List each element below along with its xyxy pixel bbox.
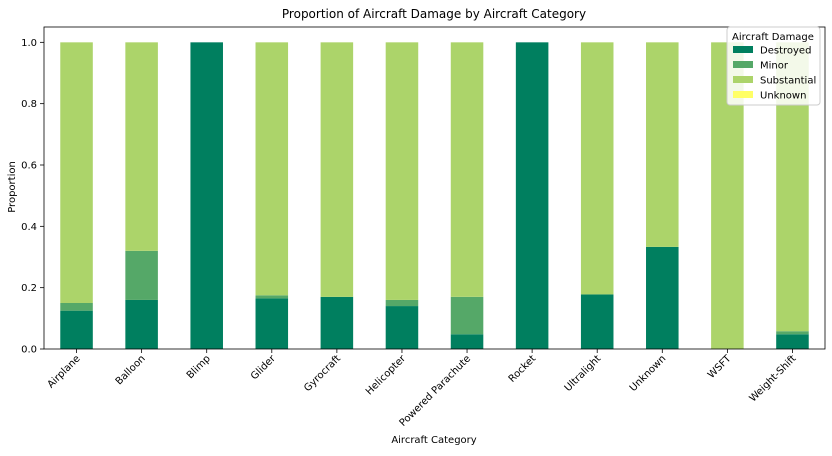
- x-tick-label: Helicopter: [364, 353, 409, 398]
- legend-title: Aircraft Damage: [732, 32, 814, 43]
- legend-label-substantial: Substantial: [760, 76, 816, 87]
- y-tick-label: 0.2: [21, 283, 37, 294]
- legend-swatch-substantial: [733, 76, 753, 83]
- legend-label-unknown: Unknown: [760, 91, 806, 102]
- y-tick-label: 0.6: [21, 161, 37, 172]
- y-tick-label: 1.0: [21, 38, 37, 49]
- bar-segment-destroyed-blimp: [190, 42, 223, 349]
- bar-segment-destroyed-balloon: [125, 299, 158, 349]
- bar-segment-substantial-gyrocraft: [320, 42, 354, 297]
- legend-swatch-destroyed: [733, 46, 753, 53]
- bar-segment-substantial-balloon: [125, 42, 158, 251]
- bar-segment-minor-airplane: [60, 303, 93, 311]
- y-tick-label: 0.4: [21, 222, 37, 233]
- bar-segment-substantial-helicopter: [385, 42, 419, 300]
- bar-segment-substantial-airplane: [60, 42, 93, 303]
- x-tick-label: Balloon: [114, 353, 148, 387]
- bar-segment-minor-weight-shift: [776, 331, 809, 335]
- bar-segment-minor-balloon: [125, 250, 158, 300]
- legend-swatch-minor: [733, 61, 753, 68]
- bar-segment-minor-glider: [255, 295, 289, 299]
- bar-segment-minor-helicopter: [385, 299, 419, 307]
- bar-segment-destroyed-gyrocraft: [320, 296, 354, 349]
- x-tick-label: Glider: [249, 353, 279, 383]
- axes-frame: [43, 26, 826, 350]
- y-tick-label: 0.8: [21, 99, 37, 110]
- bar-segment-destroyed-unknown: [646, 246, 679, 349]
- x-tick-label: Unknown: [628, 353, 669, 394]
- bar-segment-destroyed-rocket: [515, 42, 549, 349]
- bar-segment-substantial-powered-parachute: [450, 42, 484, 297]
- y-axis-label: Proportion: [7, 161, 18, 213]
- legend-label-minor: Minor: [760, 61, 789, 72]
- x-tick-label: Ultralight: [563, 353, 604, 394]
- bar-segment-destroyed-powered-parachute: [450, 334, 484, 349]
- x-axis-label: Aircraft Category: [391, 435, 476, 446]
- bar-segment-destroyed-glider: [255, 298, 289, 349]
- x-tick-label: Airplane: [46, 353, 83, 390]
- x-tick-label: Rocket: [507, 353, 539, 385]
- bar-segment-minor-powered-parachute: [450, 296, 484, 335]
- y-tick-label: 0.0: [21, 345, 37, 356]
- x-tick-label: Blimp: [185, 353, 213, 381]
- x-tick-label: Powered Parachute: [398, 353, 474, 429]
- bar-segment-destroyed-helicopter: [385, 306, 419, 349]
- legend-swatch-unknown: [733, 91, 753, 98]
- chart-title: Proportion of Aircraft Damage by Aircraf…: [282, 7, 586, 21]
- plot-area: 0.0 0.2 0.4 0.6 0.8 1.0 Airplane Balloon Blimp Gl…: [21, 26, 826, 429]
- x-tick-label: WSFT: [706, 353, 734, 381]
- legend: Aircraft Damage Destroyed Minor Substantia…: [726, 26, 821, 106]
- bar-segment-destroyed-ultralight: [580, 294, 614, 349]
- bar-segment-substantial-glider: [255, 42, 289, 296]
- bar-segment-destroyed-airplane: [60, 310, 93, 349]
- bar-segment-substantial-unknown: [646, 42, 679, 247]
- x-tick-label: Weight-Shift: [748, 353, 799, 404]
- legend-label-destroyed: Destroyed: [760, 46, 811, 57]
- bar-segment-destroyed-weight-shift: [776, 334, 809, 349]
- x-tick-label: Gyrocraft: [302, 353, 343, 394]
- bar-segment-substantial-ultralight: [580, 42, 614, 295]
